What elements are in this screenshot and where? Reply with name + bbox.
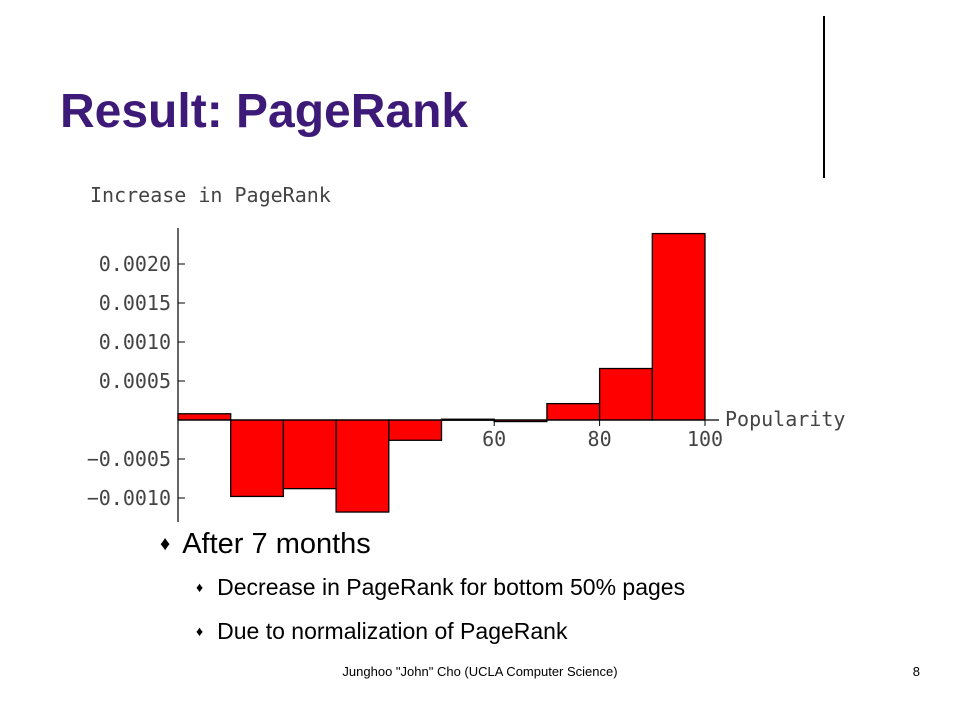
diamond-bullet-icon: ♦ [196,579,204,595]
sub-bullet-item: ♦ Decrease in PageRank for bottom 50% pag… [196,574,685,601]
sub-bullet-text: Decrease in PageRank for bottom 50% page… [217,574,686,600]
sub-bullet-text: Due to normalization of PageRank [217,618,568,644]
histogram-bar [177,413,232,421]
y-tick-label: 0.0015 [99,291,171,315]
histogram-bar [651,232,706,421]
chart-title: Increase in PageRank [90,183,331,207]
histogram-bar [282,419,337,490]
diamond-bullet-icon: ♦ [160,533,171,555]
y-tick-label: −0.0010 [87,486,171,510]
bullet-text: After 7 months [182,528,371,560]
page-number: 8 [912,664,920,679]
y-tick-label: −0.0005 [87,447,171,471]
y-tick-label: 0.0020 [99,252,171,276]
histogram-bar [598,367,653,421]
slide-divider-line [823,16,825,178]
sub-bullet-item: ♦ Due to normalization of PageRank [196,618,567,645]
slide-footer: Junghoo "John" Cho (UCLA Computer Scienc… [342,664,618,679]
bullet-item: ♦ After 7 months [160,528,371,561]
y-tick-label: 0.0005 [99,369,171,393]
x-tick-label: 60 [482,427,506,451]
x-tick-label: 100 [687,427,723,451]
y-tick-label: 0.0010 [99,330,171,354]
x-tick-label: 80 [588,427,612,451]
histogram-bar [546,402,601,421]
x-axis-label: Popularity [725,407,845,431]
histogram-bar [388,419,443,441]
diamond-bullet-icon: ♦ [196,623,204,639]
histogram-bar [230,419,285,498]
slide-title: Result: PageRank [60,85,469,138]
histogram-bar [335,419,390,513]
